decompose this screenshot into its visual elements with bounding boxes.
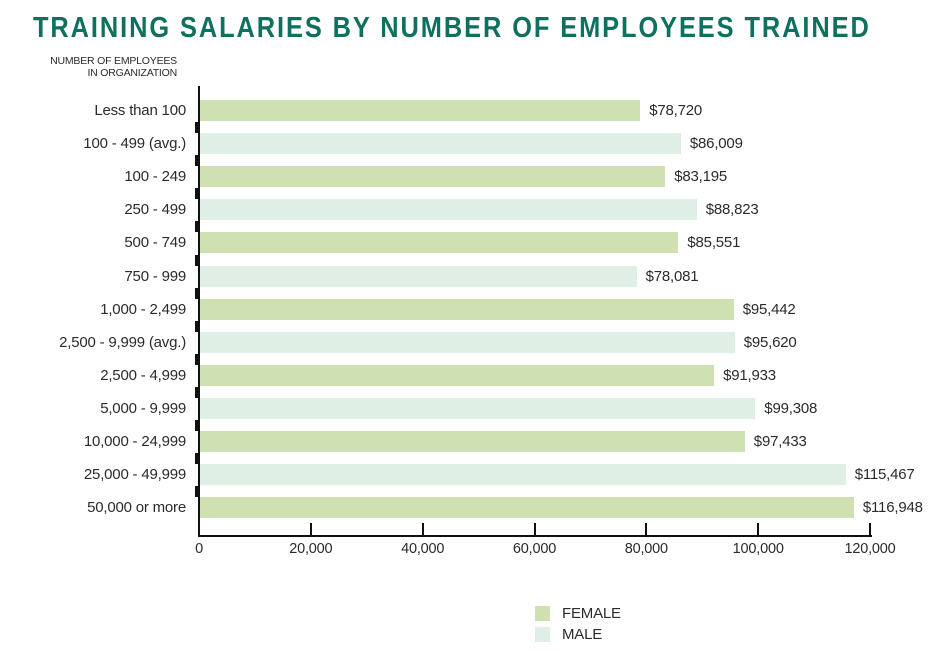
- y-axis-tick: [195, 155, 200, 167]
- category-label: 2,500 - 4,999: [100, 366, 186, 384]
- category-label: 500 - 749: [124, 234, 186, 252]
- x-axis-tick-label: 60,000: [512, 541, 557, 557]
- x-axis-line: [198, 535, 872, 537]
- value-label: $95,620: [743, 333, 797, 351]
- bar-row: 750 - 999 $78,081: [0, 260, 949, 293]
- y-axis-tick: [195, 254, 200, 266]
- bar-row: 250 - 499 $88,823: [0, 193, 949, 226]
- x-axis-tick-label: 20,000: [289, 541, 333, 557]
- x-axis-tick: [757, 523, 760, 535]
- y-axis-tick: [195, 486, 200, 498]
- bar-row: 2,500 - 4,999 $91,933: [0, 359, 949, 392]
- y-axis-line: [198, 86, 200, 537]
- x-axis-tick-label: 120,000: [844, 541, 896, 557]
- y-axis-tick: [195, 122, 200, 134]
- legend-label: MALE: [562, 626, 603, 643]
- bar-row: 10,000 - 24,999 $97,433: [0, 425, 949, 458]
- category-label: 5,000 - 9,999: [100, 399, 186, 417]
- bar-male: [200, 464, 846, 486]
- value-label: $91,933: [723, 366, 776, 384]
- value-label: $83,195: [674, 168, 728, 186]
- x-axis-tick: [421, 523, 424, 535]
- bar-row: 100 - 249 $83,195: [0, 160, 949, 193]
- bar-row: 100 - 499 (avg.) $86,009: [0, 127, 949, 160]
- category-label: 25,000 - 49,999: [83, 466, 186, 484]
- value-label: $116,948: [862, 499, 923, 517]
- category-label: 1,000 - 2,499: [100, 300, 186, 318]
- x-axis-tick-label: 80,000: [624, 541, 668, 557]
- x-axis-tick: [869, 523, 871, 535]
- category-label: Less than 100: [94, 102, 186, 119]
- value-label: $86,009: [689, 135, 743, 153]
- chart-title: TRAINING SALARIES BY NUMBER OF EMPLOYEES…: [33, 12, 871, 44]
- category-label: 2,500 - 9,999 (avg.): [59, 333, 186, 351]
- value-label: $97,433: [753, 433, 807, 450]
- y-axis-tick: [195, 320, 200, 332]
- bar-male: [200, 199, 697, 221]
- y-axis-tick: [195, 420, 200, 431]
- bar-male: [200, 331, 735, 353]
- y-axis-tick: [195, 287, 200, 299]
- category-label: 100 - 249: [124, 168, 186, 186]
- y-axis-tick: [195, 221, 200, 233]
- x-axis-tick: [645, 523, 648, 535]
- bar-female: [200, 364, 715, 386]
- bar-female: [200, 232, 679, 254]
- bar-female: [200, 100, 641, 121]
- bar-female: [200, 497, 854, 519]
- bar-male: [200, 397, 756, 419]
- bar-female: [200, 431, 745, 452]
- category-label: 750 - 999: [124, 267, 186, 285]
- bar-male: [200, 133, 681, 155]
- value-label: $115,467: [854, 466, 915, 484]
- y-axis-title-line-1: NUMBER OF EMPLOYEES: [50, 55, 177, 67]
- x-axis-tick-label: 40,000: [401, 541, 445, 557]
- legend-label: FEMALE: [562, 605, 621, 622]
- bar-row: 2,500 - 9,999 (avg.) $95,620: [0, 326, 949, 359]
- x-axis-tick-label: 0: [195, 541, 203, 557]
- category-label: 100 - 499 (avg.): [83, 135, 186, 153]
- bar-female: [200, 166, 666, 188]
- value-label: $88,823: [705, 201, 759, 219]
- y-axis-tick: [195, 353, 200, 365]
- category-label: 250 - 499: [124, 201, 186, 219]
- x-axis-tick: [309, 523, 312, 535]
- bar-row: 1,000 - 2,499 $95,442: [0, 293, 949, 326]
- bar-row: 500 - 749 $85,551: [0, 226, 949, 259]
- bar-row: 50,000 or more $116,948: [0, 491, 949, 524]
- y-axis-title: NUMBER OF EMPLOYEES IN ORGANIZATION: [0, 55, 177, 79]
- value-label: $95,442: [742, 300, 796, 318]
- category-label: 50,000 or more: [87, 499, 186, 517]
- category-label: 10,000 - 24,999: [83, 433, 186, 450]
- y-axis-tick: [195, 453, 200, 465]
- x-axis-tick-label: 100,000: [732, 541, 784, 557]
- value-label: $78,720: [649, 102, 703, 119]
- bar-row: 25,000 - 49,999 $115,467: [0, 458, 949, 491]
- y-axis-tick: [195, 188, 200, 200]
- y-axis-title-line-2: IN ORGANIZATION: [87, 66, 177, 79]
- value-label: $85,551: [687, 234, 741, 252]
- legend-swatch-male: [535, 627, 550, 642]
- bar-female: [200, 298, 734, 320]
- x-axis-tick: [533, 523, 536, 535]
- value-label: $99,308: [764, 399, 818, 417]
- value-label: $78,081: [645, 267, 699, 285]
- bar-row: Less than 100 $78,720: [0, 94, 949, 127]
- legend-swatch-female: [535, 606, 550, 621]
- bar-male: [200, 265, 637, 287]
- bar-row: 5,000 - 9,999 $99,308: [0, 392, 949, 425]
- y-axis-tick: [195, 386, 200, 398]
